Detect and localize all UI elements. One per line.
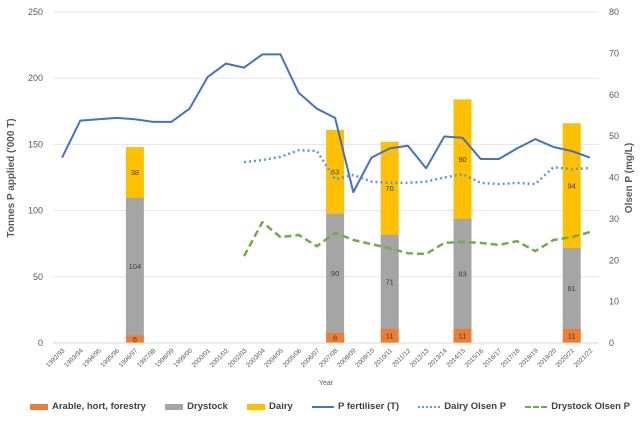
bar-arable	[326, 332, 345, 343]
legend-item-drystock: Drystock	[165, 401, 228, 412]
y-right-tick-label: 70	[609, 48, 619, 58]
bar-data-label: 11	[386, 332, 394, 341]
bar-data-label: 70	[386, 184, 394, 193]
y-left-tick-label: 250	[28, 7, 43, 17]
y-right-tick-label: 80	[609, 7, 619, 17]
legend-item-arable: Arable, hort, forestry	[30, 401, 146, 412]
y-right-tick-label: 40	[609, 173, 619, 183]
legend-item-p-fertiliser: P fertiliser (T)	[312, 401, 399, 412]
x-axis-label: Year	[319, 380, 334, 387]
bar-drystock	[453, 218, 472, 329]
bar-data-label: 8	[333, 334, 337, 343]
bar-drystock	[326, 213, 345, 333]
line-p-fertiliser-t-	[61, 53, 591, 194]
bar-dairy	[326, 129, 345, 214]
legend-label: Drystock Olsen P	[551, 401, 630, 412]
y-left-tick-label: 150	[28, 139, 43, 149]
bar-data-label: 38	[131, 168, 139, 177]
y-right-tick-label: 50	[609, 131, 619, 141]
y-left-tick-label: 0	[38, 338, 43, 348]
bar-drystock	[562, 247, 581, 329]
legend-label: P fertiliser (T)	[338, 401, 400, 412]
legend-swatch	[30, 403, 48, 410]
y-left-tick-label: 100	[28, 206, 43, 216]
bar-data-label: 90	[331, 269, 339, 278]
legend-line	[312, 405, 335, 408]
x-tick-label: 2021/22	[573, 347, 595, 369]
y-right-tick-label: 10	[609, 297, 619, 307]
bar-data-label: 11	[459, 332, 467, 341]
y-right-tick-label: 30	[609, 214, 619, 224]
bar-arable	[453, 328, 472, 343]
y-axis-left-label: Tonnes P applied ('000 T)	[6, 118, 17, 237]
bar-drystock	[125, 197, 144, 336]
legend-swatch	[247, 403, 266, 410]
legend-label: Dairy	[269, 401, 293, 412]
bar-dairy	[380, 141, 399, 235]
legend: Arable, hort, forestry Drystock Dairy P …	[30, 401, 630, 412]
line-dairy-olsen-p	[243, 148, 590, 186]
y-right-tick-label: 60	[609, 90, 619, 100]
bar-data-label: 94	[568, 181, 576, 190]
legend-item-drystock-olsen: Drystock Olsen P	[525, 401, 630, 412]
x-tick-label: 2009/10	[354, 347, 376, 369]
legend-item-dairy: Dairy	[247, 401, 293, 412]
legend-label: Drystock	[187, 401, 228, 412]
bar-data-label: 6	[133, 335, 137, 344]
legend-line	[418, 405, 441, 408]
bar-data-label: 63	[331, 168, 339, 177]
bar-data-label: 71	[386, 277, 394, 286]
bar-data-label: 11	[568, 332, 576, 341]
y-left-tick-label: 200	[28, 73, 43, 83]
bar-drystock	[380, 234, 399, 329]
bar-arable	[125, 335, 144, 343]
y-axis-right-label: Olsen P (mg/L)	[624, 143, 635, 213]
bar-dairy	[453, 99, 472, 219]
bar-dairy	[562, 123, 581, 248]
y-left-tick-label: 50	[33, 272, 43, 282]
bar-dairy	[125, 147, 144, 198]
line-drystock-olsen-p	[242, 220, 591, 257]
legend-item-dairy-olsen: Dairy Olsen P	[418, 401, 506, 412]
legend-line	[525, 405, 548, 408]
x-tick-label: 2010/11	[373, 347, 394, 368]
bar-data-label: 61	[568, 284, 576, 293]
bar-data-label: 90	[458, 155, 466, 164]
bar-data-label: 83	[458, 269, 466, 278]
bar-data-label: 104	[129, 262, 142, 271]
bar-arable	[380, 328, 399, 343]
legend-swatch	[165, 403, 184, 410]
y-right-tick-label: 0	[609, 338, 614, 348]
legend-label: Arable, hort, forestry	[52, 401, 146, 412]
y-right-tick-label: 20	[609, 255, 619, 265]
bar-arable	[562, 328, 581, 343]
legend-label: Dairy Olsen P	[444, 401, 507, 412]
